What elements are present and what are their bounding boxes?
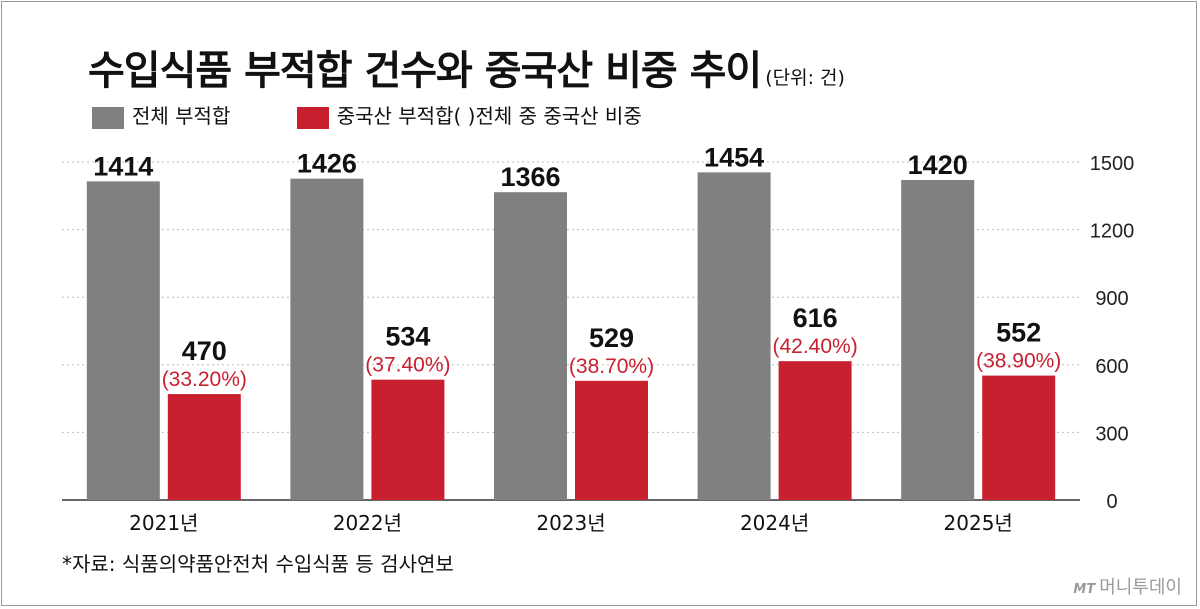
bar-china	[575, 380, 648, 500]
data-label-total: 1426	[297, 149, 357, 179]
y-tick-label: 600	[1095, 356, 1128, 378]
y-tick-label: 300	[1095, 423, 1128, 445]
source-note: *자료: 식품의약품안전처 수입식품 등 검사연보	[62, 552, 454, 576]
bar-china	[778, 361, 852, 500]
data-label-total: 1454	[704, 142, 764, 172]
legend-swatch-china	[296, 106, 329, 129]
bar-china	[982, 375, 1056, 500]
legend: 전체 부적합 중국산 부적합( )전체 중 중국산 비중	[92, 100, 702, 129]
x-tick-label: 2021년	[129, 511, 198, 535]
logo-text: 머니투데이	[1099, 577, 1182, 598]
title-row: 수입식품 부적합 건수와 중국산 비중 추이 (단위: 건)	[88, 38, 845, 96]
legend-label-china: 중국산 부적합	[336, 104, 454, 128]
x-tick-label: 2022년	[333, 511, 402, 535]
y-tick-label: 1200	[1090, 221, 1135, 243]
data-label-china: 552	[996, 318, 1041, 348]
y-tick-label: 900	[1095, 288, 1128, 310]
logo-mark: MT	[1073, 582, 1096, 597]
bar-total	[494, 192, 567, 500]
data-label-total: 1414	[93, 151, 153, 181]
publisher-logo: MT 머니투데이	[1073, 573, 1182, 599]
data-label-share: (38.70%)	[569, 355, 654, 378]
unit-label: (단위: 건)	[765, 67, 845, 89]
bar-total	[290, 178, 364, 500]
x-tick-label: 2025년	[944, 511, 1013, 535]
data-label-share: (42.40%)	[772, 335, 857, 358]
bar-total	[86, 181, 160, 500]
bar-total	[901, 180, 975, 500]
y-tick-label: 0	[1106, 491, 1117, 513]
x-tick-label: 2023년	[536, 511, 605, 535]
bar-total	[697, 172, 771, 500]
x-tick-label: 2024년	[740, 511, 809, 535]
chart-title: 수입식품 부적합 건수와 중국산 비중 추이	[88, 48, 762, 94]
data-label-china: 616	[793, 303, 838, 333]
data-label-share: (38.90%)	[976, 350, 1061, 373]
data-label-share: (33.20%)	[162, 368, 247, 391]
y-tick-label: 1500	[1090, 153, 1135, 175]
legend-swatch-total	[92, 106, 124, 129]
data-label-china: 534	[385, 322, 430, 352]
data-label-total: 1366	[500, 162, 560, 192]
bar-china	[167, 394, 241, 500]
legend-label-total: 전체 부적합	[132, 104, 231, 128]
legend-item-china: 중국산 부적합( )전체 중 중국산 비중	[296, 100, 642, 129]
data-label-share: (37.40%)	[365, 354, 450, 377]
data-label-china: 470	[182, 336, 227, 366]
legend-note: ( )전체 중 중국산 비중	[453, 104, 642, 128]
bar-china	[371, 379, 445, 500]
data-label-china: 529	[589, 323, 634, 353]
data-label-total: 1420	[908, 150, 968, 180]
legend-item-total: 전체 부적합	[92, 100, 230, 129]
